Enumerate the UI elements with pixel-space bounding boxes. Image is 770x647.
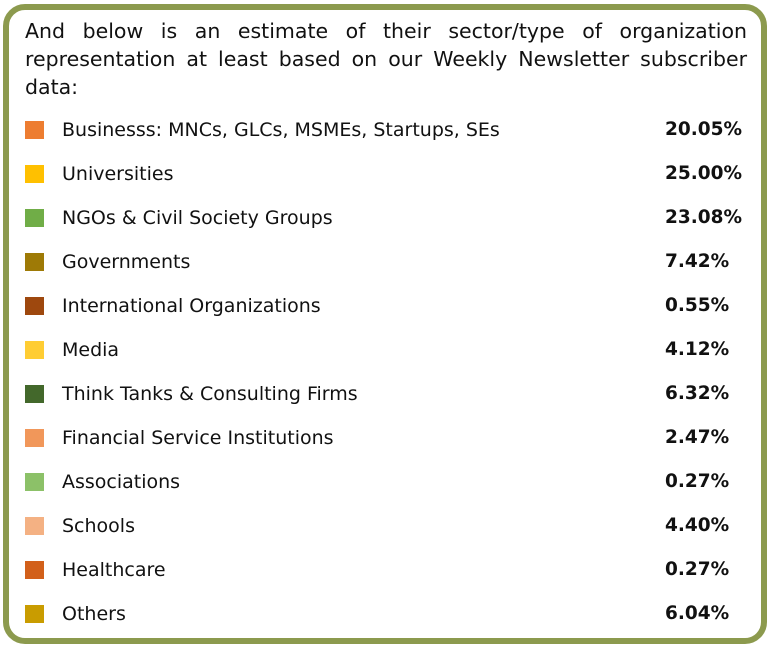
sector-label: Media <box>62 339 120 361</box>
sector-row: Associations 0.27% <box>9 467 761 497</box>
sector-label: Schools <box>62 515 135 537</box>
sector-percent: 23.08% <box>665 207 743 228</box>
sector-row: Universities 25.00% <box>9 159 761 189</box>
sector-label: Healthcare <box>62 559 166 581</box>
sector-row: Others 6.04% <box>9 599 761 629</box>
sector-label: Businesss: MNCs, GLCs, MSMEs, Startups, … <box>62 119 500 141</box>
sector-row: Businesss: MNCs, GLCs, MSMEs, Startups, … <box>9 115 761 145</box>
sector-percent: 20.05% <box>665 119 743 140</box>
sector-percent: 0.27% <box>665 471 730 492</box>
sector-row: International Organizations 0.55% <box>9 291 761 321</box>
sector-label: Others <box>62 603 126 625</box>
color-swatch-icon <box>25 297 44 315</box>
sector-row: Governments 7.42% <box>9 247 761 277</box>
color-swatch-icon <box>25 561 44 579</box>
sector-label: Universities <box>62 163 174 185</box>
sector-label: Associations <box>62 471 181 493</box>
color-swatch-icon <box>25 605 44 623</box>
sector-row: Schools 4.40% <box>9 511 761 541</box>
info-card: And below is an estimate of their sector… <box>3 4 767 644</box>
sector-row: Think Tanks & Consulting Firms 6.32% <box>9 379 761 409</box>
color-swatch-icon <box>25 121 44 139</box>
sector-percent: 7.42% <box>665 251 730 272</box>
sector-row: Healthcare 0.27% <box>9 555 761 585</box>
sector-percent: 0.27% <box>665 559 730 580</box>
sector-label: International Organizations <box>62 295 321 317</box>
color-swatch-icon <box>25 385 44 403</box>
sector-row: Financial Service Institutions 2.47% <box>9 423 761 453</box>
intro-text: And below is an estimate of their sector… <box>25 19 747 99</box>
sector-percent: 4.40% <box>665 515 730 536</box>
sector-percent: 25.00% <box>665 163 743 184</box>
sector-row: Media 4.12% <box>9 335 761 365</box>
sector-label: NGOs & Civil Society Groups <box>62 207 333 229</box>
color-swatch-icon <box>25 165 44 183</box>
sector-percent: 6.32% <box>665 383 730 404</box>
sector-row: NGOs & Civil Society Groups 23.08% <box>9 203 761 233</box>
color-swatch-icon <box>25 341 44 359</box>
sector-list: Businesss: MNCs, GLCs, MSMEs, Startups, … <box>9 10 761 638</box>
sector-label: Financial Service Institutions <box>62 427 334 449</box>
color-swatch-icon <box>25 209 44 227</box>
sector-percent: 0.55% <box>665 295 730 316</box>
sector-percent: 4.12% <box>665 339 730 360</box>
sector-label: Governments <box>62 251 191 273</box>
color-swatch-icon <box>25 473 44 491</box>
color-swatch-icon <box>25 253 44 271</box>
color-swatch-icon <box>25 429 44 447</box>
sector-percent: 6.04% <box>665 603 730 624</box>
sector-percent: 2.47% <box>665 427 730 448</box>
sector-label: Think Tanks & Consulting Firms <box>62 383 358 405</box>
color-swatch-icon <box>25 517 44 535</box>
